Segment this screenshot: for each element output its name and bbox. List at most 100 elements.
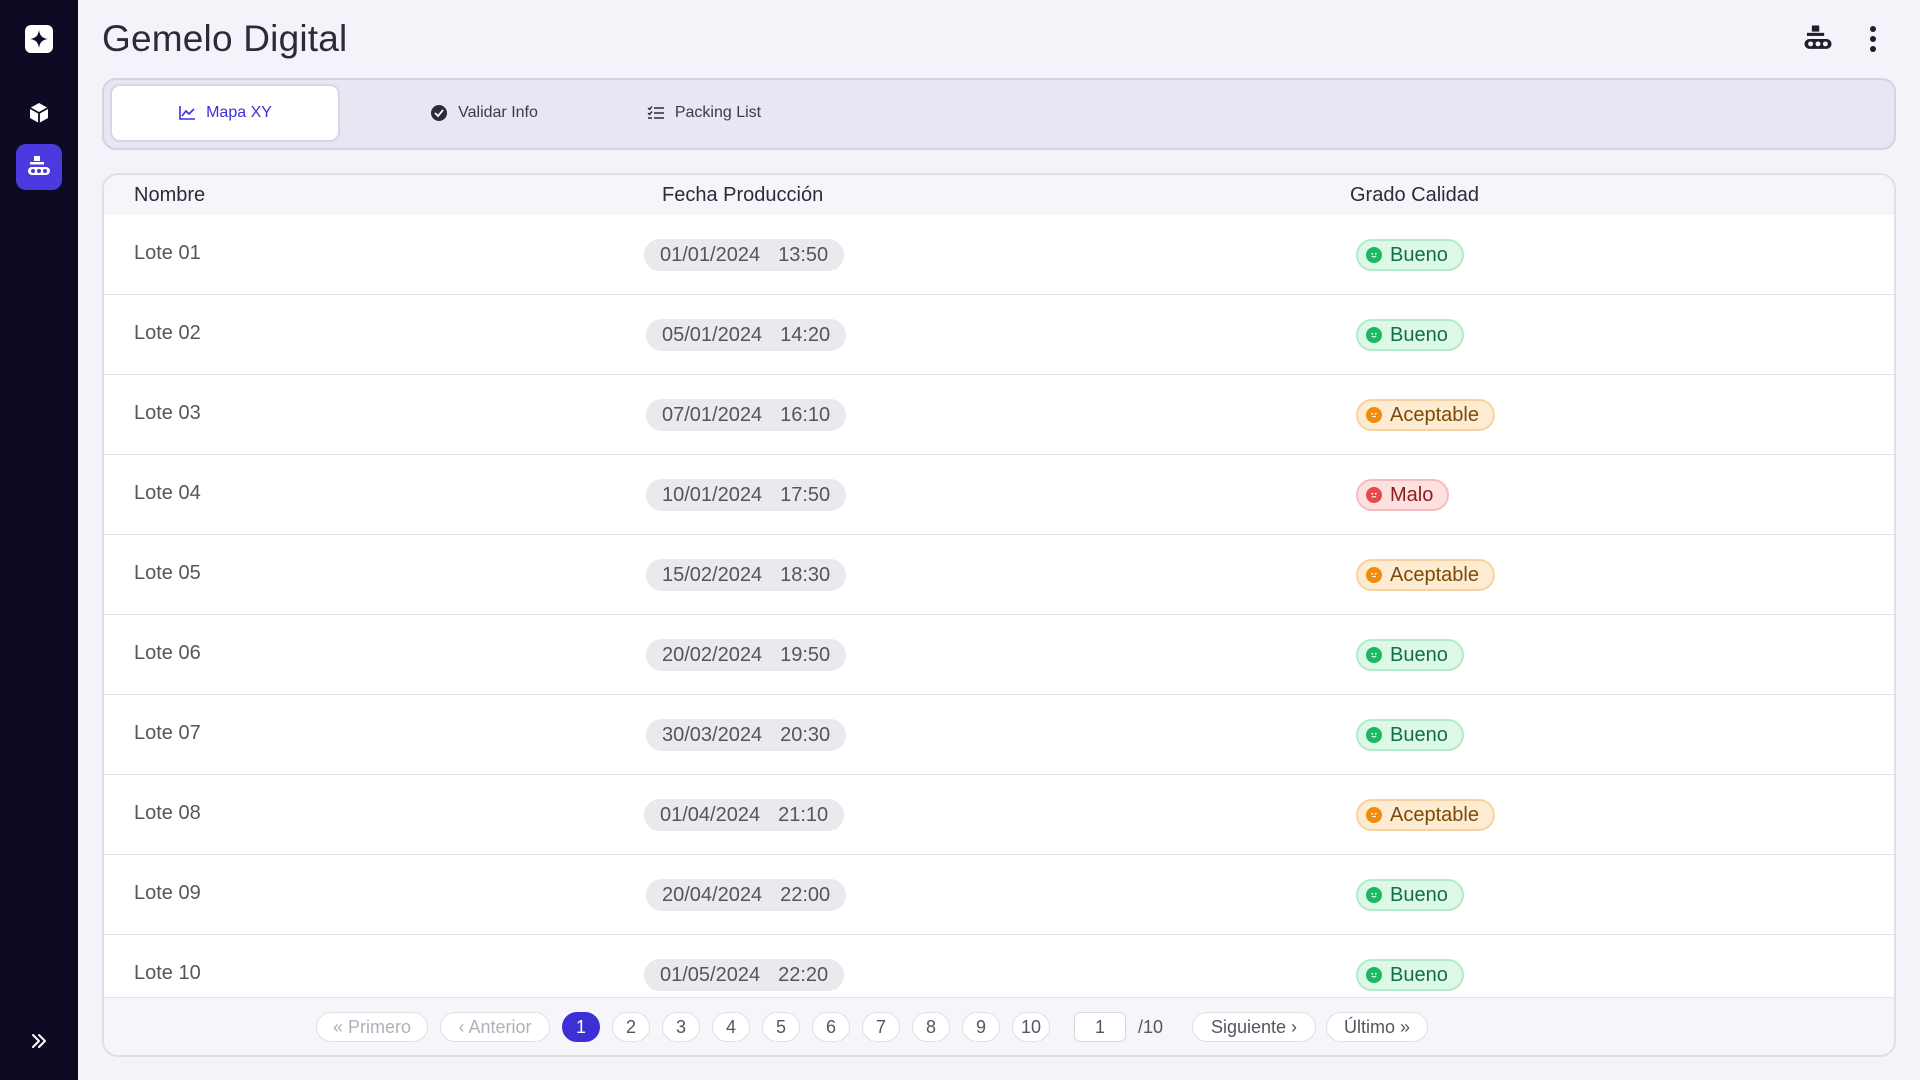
tab-validar-info[interactable]: Validar Info — [394, 84, 574, 142]
page-number-input[interactable] — [1074, 1012, 1126, 1042]
table-row[interactable]: Lote 08 01/04/2024 21:10 Aceptable — [104, 775, 1894, 855]
column-header-grado[interactable]: Grado Calidad — [1350, 184, 1479, 206]
sidebar-item-digital-twin[interactable] — [16, 144, 62, 190]
production-time: 13:50 — [778, 243, 829, 266]
quality-badge: Bueno — [1356, 719, 1464, 751]
chevrons-right-icon — [32, 1034, 46, 1048]
sidebar — [0, 0, 78, 1080]
sidebar-item-products[interactable] — [16, 90, 62, 136]
production-date: 05/01/2024 — [662, 323, 763, 346]
quality-grade: Bueno — [1390, 963, 1448, 986]
table-row[interactable]: Lote 01 01/01/2024 13:50 Bueno — [104, 215, 1894, 295]
page-10-button[interactable]: 10 — [1012, 1012, 1050, 1042]
page-1-button[interactable]: 1 — [562, 1012, 600, 1042]
column-header-fecha[interactable]: Fecha Producción — [662, 184, 824, 206]
lot-name: Lote 02 — [134, 322, 201, 344]
page-3-button[interactable]: 3 — [662, 1012, 700, 1042]
page-5-button[interactable]: 5 — [762, 1012, 800, 1042]
lot-name: Lote 08 — [134, 802, 201, 824]
production-time: 19:50 — [780, 643, 831, 666]
quality-badge: Bueno — [1356, 319, 1464, 351]
production-date: 10/01/2024 — [662, 483, 763, 506]
quality-badge: Aceptable — [1356, 559, 1495, 591]
table-row[interactable]: Lote 05 15/02/2024 18:30 Aceptable — [104, 535, 1894, 615]
production-date: 07/01/2024 — [662, 403, 763, 426]
face-icon — [1366, 967, 1382, 983]
page-9-button[interactable]: 9 — [962, 1012, 1000, 1042]
face-icon — [1366, 327, 1382, 343]
page-2-button[interactable]: 2 — [612, 1012, 650, 1042]
face-icon — [1366, 407, 1382, 423]
conveyor-icon — [28, 156, 50, 175]
page-4-button[interactable]: 4 — [712, 1012, 750, 1042]
lot-name: Lote 07 — [134, 722, 201, 744]
production-date-pill: 20/02/2024 19:50 — [646, 639, 847, 671]
quality-badge: Aceptable — [1356, 799, 1495, 831]
production-time: 18:30 — [780, 563, 831, 586]
tab-label: Packing List — [674, 104, 762, 121]
cube-icon — [29, 103, 49, 123]
lot-name: Lote 01 — [134, 242, 201, 264]
quality-grade: Aceptable — [1390, 803, 1479, 826]
table-row[interactable]: Lote 09 20/04/2024 22:00 Bueno — [104, 855, 1894, 935]
quality-grade: Bueno — [1390, 243, 1448, 266]
production-date: 01/04/2024 — [660, 803, 761, 826]
production-time: 20:30 — [780, 723, 831, 746]
lot-name: Lote 05 — [134, 562, 201, 584]
chart-icon — [179, 106, 196, 120]
first-page-button[interactable]: « Primero — [316, 1012, 428, 1042]
digital-twin-button[interactable] — [1800, 20, 1836, 58]
production-time: 22:20 — [778, 963, 829, 986]
lot-name: Lote 09 — [134, 882, 201, 904]
face-icon — [1366, 487, 1382, 503]
page-8-button[interactable]: 8 — [912, 1012, 950, 1042]
page-7-button[interactable]: 7 — [862, 1012, 900, 1042]
face-icon — [1366, 887, 1382, 903]
quality-badge: Bueno — [1356, 639, 1464, 671]
quality-grade: Malo — [1390, 483, 1434, 506]
previous-page-button[interactable]: ‹ Anterior — [440, 1012, 550, 1042]
quality-grade: Aceptable — [1390, 403, 1479, 426]
table-row[interactable]: Lote 06 20/02/2024 19:50 Bueno — [104, 615, 1894, 695]
table-row[interactable]: Lote 07 30/03/2024 20:30 Bueno — [104, 695, 1894, 775]
quality-grade: Bueno — [1390, 883, 1448, 906]
quality-grade: Bueno — [1390, 723, 1448, 746]
table-row[interactable]: Lote 03 07/01/2024 16:10 Aceptable — [104, 375, 1894, 455]
table-body: Lote 01 01/01/2024 13:50 Bueno Lote 02 05/01/… — [104, 215, 1894, 1015]
production-time: 14:20 — [780, 323, 831, 346]
production-time: 22:00 — [780, 883, 831, 906]
production-date: 01/01/2024 — [660, 243, 761, 266]
kebab-menu-icon — [1870, 26, 1876, 52]
face-icon — [1366, 727, 1382, 743]
tab-mapa-xy[interactable]: Mapa XY — [110, 84, 340, 142]
app-logo[interactable] — [16, 16, 62, 62]
face-icon — [1366, 647, 1382, 663]
production-time: 17:50 — [780, 483, 831, 506]
production-date-pill: 07/01/2024 16:10 — [646, 399, 847, 431]
production-date: 30/03/2024 — [662, 723, 763, 746]
sidebar-expand-button[interactable] — [16, 1018, 62, 1064]
page-total: /10 — [1138, 1017, 1164, 1037]
column-header-nombre[interactable]: Nombre — [134, 184, 206, 206]
production-date-pill: 10/01/2024 17:50 — [646, 479, 847, 511]
table-header: Nombre Fecha Producción Grado Calidad — [104, 175, 1894, 215]
conveyor-icon — [1804, 25, 1832, 49]
more-options-button[interactable] — [1855, 20, 1891, 58]
production-date-pill: 01/04/2024 21:10 — [644, 799, 845, 831]
production-date-pill: 01/05/2024 22:20 — [644, 959, 845, 991]
checklist-icon — [647, 106, 664, 119]
quality-badge: Malo — [1356, 479, 1450, 511]
lots-table: Nombre Fecha Producción Grado Calidad Lo… — [102, 173, 1896, 1057]
table-row[interactable]: Lote 04 10/01/2024 17:50 Malo — [104, 455, 1894, 535]
quality-badge: Bueno — [1356, 239, 1464, 271]
tab-packing-list[interactable]: Packing List — [614, 84, 794, 142]
next-page-button[interactable]: Siguiente › — [1192, 1012, 1316, 1042]
quality-badge: Bueno — [1356, 879, 1464, 911]
quality-grade: Aceptable — [1390, 563, 1479, 586]
quality-grade: Bueno — [1390, 323, 1448, 346]
production-date: 15/02/2024 — [662, 563, 763, 586]
check-circle-icon — [431, 105, 448, 121]
page-6-button[interactable]: 6 — [812, 1012, 850, 1042]
table-row[interactable]: Lote 02 05/01/2024 14:20 Bueno — [104, 295, 1894, 375]
last-page-button[interactable]: Último » — [1326, 1012, 1428, 1042]
